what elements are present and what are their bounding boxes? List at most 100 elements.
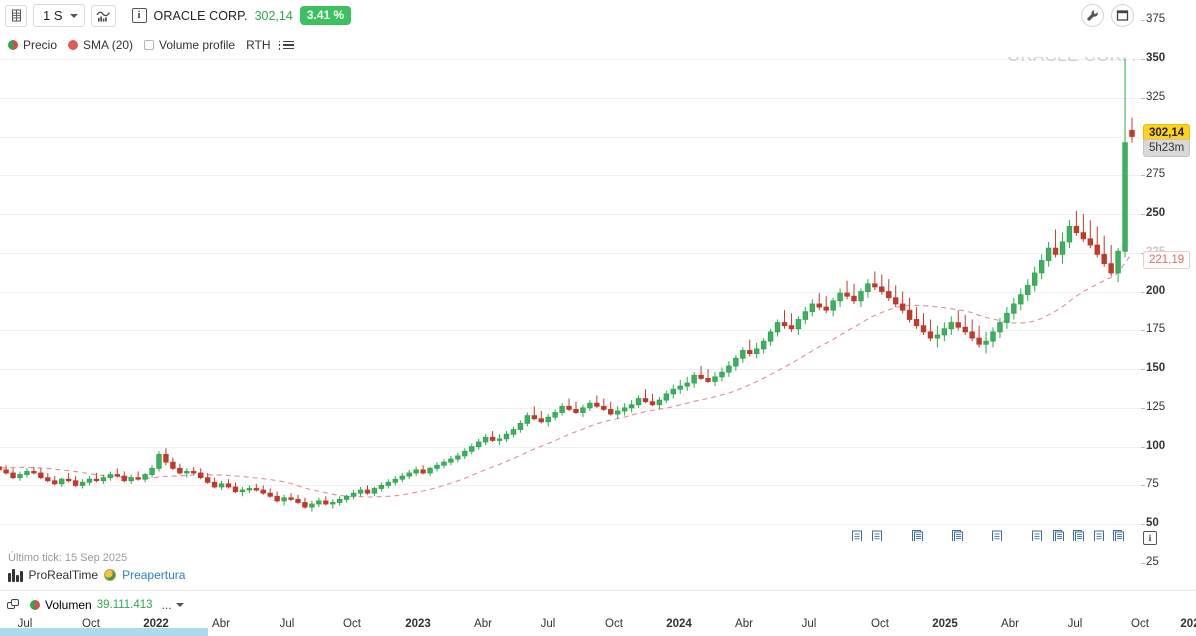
volume-value: 39.111.413 (96, 599, 153, 611)
price-tick-label: 125 (1141, 401, 1165, 413)
price-tick-label: 50 (1141, 517, 1159, 529)
gridline (0, 175, 1140, 177)
news-marker-icon[interactable] (1093, 530, 1106, 541)
legend-rth-label: RTH (246, 38, 271, 52)
toolbar-right-controls (1081, 4, 1134, 27)
gridline (0, 252, 1140, 254)
news-marker-row (0, 57, 1140, 541)
instrument-info[interactable]: i ORACLE CORP. 302,14 3.41 % (131, 6, 352, 25)
gridline (0, 446, 1140, 448)
gridline (0, 97, 1140, 99)
wrench-icon[interactable] (1081, 4, 1104, 27)
info-icon[interactable]: i (131, 8, 147, 23)
time-tick-label: Jul (801, 618, 817, 630)
session-status-link[interactable]: Preapertura (122, 568, 186, 582)
legend-price-label: Precio (23, 38, 58, 52)
time-tick-label: 202 (1180, 618, 1196, 630)
candlestick-series (0, 58, 1135, 512)
news-marker-icon[interactable] (851, 530, 864, 541)
volume-more-button[interactable]: ... (162, 598, 184, 612)
sma-color-icon (68, 40, 79, 50)
time-tick-label: Jul (1067, 618, 1083, 630)
sma-value-badge: 221,19 (1143, 250, 1191, 269)
news-marker-icon[interactable] (1053, 530, 1066, 541)
sma-line (0, 252, 1133, 498)
volume-panel-header: Volumen 39.111.413 ... (0, 594, 1196, 616)
gridline (0, 524, 1140, 526)
main-toolbar: 1 S i ORACLE CORP. 302,14 3.41 % (0, 0, 1196, 31)
legend-item-rth[interactable]: RTH (246, 38, 270, 52)
time-tick-label: Abr (1001, 618, 1019, 630)
prorealtime-logo-icon (8, 568, 23, 582)
gridline (0, 136, 1140, 138)
gridline (0, 291, 1140, 293)
time-tick-label: Oct (871, 618, 889, 630)
news-marker-icon[interactable] (1031, 530, 1044, 541)
legend-item-sma[interactable]: SMA (20) (68, 38, 133, 52)
price-tick-label: 175 (1141, 323, 1165, 335)
legend-sma-label: SMA (20) (83, 38, 134, 52)
time-tick-label: Oct (343, 618, 361, 630)
price-tick-label: 275 (1141, 168, 1165, 180)
price-chart-plot[interactable]: ORACLE CORP. (0, 57, 1140, 541)
time-tick-label: Abr (735, 618, 753, 630)
news-marker-icon[interactable] (912, 530, 925, 541)
snapshot-icon[interactable] (1111, 4, 1134, 27)
legend-volume-profile-label: Volume profile (159, 38, 236, 52)
legend-item-price[interactable]: Precio (8, 38, 57, 52)
last-tick-status: Último tick: 15 Sep 2025 (8, 552, 128, 564)
time-tick-label: 2023 (405, 618, 431, 630)
news-marker-icon[interactable] (1113, 530, 1126, 541)
chart-watermark: ORACLE CORP. (1007, 57, 1137, 66)
volume-profile-checkbox[interactable] (144, 40, 155, 50)
duplicate-icon[interactable] (7, 598, 21, 612)
chevron-down-icon (175, 603, 184, 607)
legend-item-volume[interactable]: Volumen 39.111.413 (30, 598, 153, 612)
price-axis[interactable]: 375350325275250200175150125100755025225 … (1140, 0, 1196, 580)
gridline (0, 369, 1140, 371)
globe-icon (104, 569, 117, 581)
instrument-change-badge: 3.41 % (299, 6, 352, 25)
panel-divider (0, 590, 1196, 591)
gridline (0, 485, 1140, 487)
price-tick-label: 200 (1141, 285, 1165, 297)
indicator-chart-icon[interactable] (90, 4, 116, 27)
time-tick-label: 2024 (666, 618, 692, 630)
instrument-name: ORACLE CORP. (153, 8, 248, 23)
price-tick-label: 100 (1141, 440, 1165, 452)
timeframe-selector[interactable]: 1 S (33, 4, 85, 27)
time-tick-label: Oct (1131, 618, 1149, 630)
range-selection-band[interactable] (0, 628, 208, 636)
time-tick-label: Abr (474, 618, 492, 630)
layout-grid-icon[interactable] (5, 4, 27, 27)
instrument-last-price: 302,14 (254, 8, 293, 23)
price-tick-label: 150 (1141, 362, 1165, 374)
gridline (0, 58, 1140, 60)
price-tick-label: 75 (1141, 478, 1159, 490)
price-tick-label: 325 (1141, 91, 1165, 103)
time-axis[interactable]: Jul Oct 2022 Abr Jul Oct 2023 Abr Jul Oct 2024 Abr J… (0, 616, 1196, 636)
chart-legend-toolbar: Precio SMA (20) Volume profile RTH (0, 33, 1196, 57)
legend-list-button[interactable] (278, 39, 295, 52)
brand-name: ProRealTime (28, 568, 99, 582)
time-tick-label: Abr (212, 618, 230, 630)
time-tick-label: Jul (279, 618, 295, 630)
news-marker-icon[interactable] (871, 530, 884, 541)
status-bar: ProRealTime Preapertura (8, 568, 185, 582)
price-tick-label: 350 (1141, 52, 1165, 64)
news-marker-icon[interactable] (952, 530, 965, 541)
axis-info-icon[interactable]: i (1143, 531, 1157, 545)
time-tick-label: Jul (540, 618, 556, 630)
news-marker-icon[interactable] (991, 530, 1004, 541)
gridline (0, 330, 1140, 332)
time-tick-label: Jul (17, 618, 33, 630)
chevron-down-icon (69, 13, 78, 18)
volume-label: Volumen (45, 598, 92, 612)
price-tick-label: 250 (1141, 207, 1165, 219)
legend-item-volume-profile[interactable]: Volume profile (144, 38, 235, 52)
gridline (0, 214, 1140, 215)
timeframe-label: 1 S (43, 8, 63, 23)
list-icon (278, 39, 295, 52)
news-marker-icon[interactable] (1073, 530, 1086, 541)
